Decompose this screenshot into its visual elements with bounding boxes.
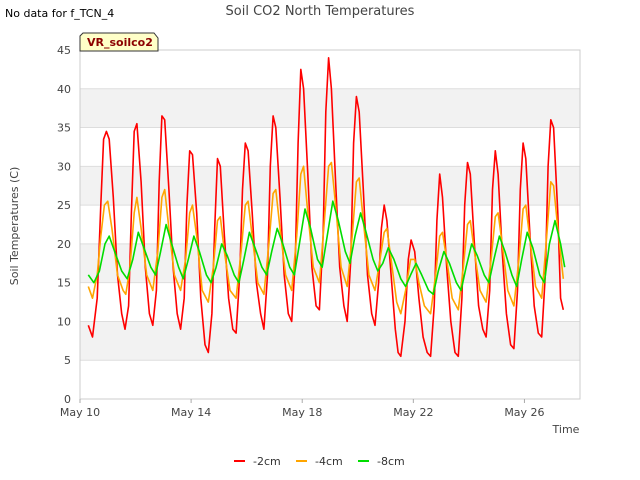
legend-item-label: -8cm <box>377 455 405 468</box>
x-tick-label: May 14 <box>171 406 211 419</box>
no-data-note: No data for f_TCN_4 <box>5 7 115 20</box>
y-axis: 0 5 10 15 20 25 30 35 40 45 <box>57 44 71 406</box>
legend: -2cm -4cm -8cm <box>234 455 405 468</box>
y-tick-label: 5 <box>64 354 71 367</box>
x-tick-label: May 26 <box>504 406 544 419</box>
station-label-box: VR_soilco2 <box>79 32 159 52</box>
station-label-shape <box>79 32 159 52</box>
x-axis-label: Time <box>552 423 580 436</box>
plot-band <box>80 321 580 361</box>
y-tick-label: 20 <box>57 238 71 251</box>
y-axis-label: Soil Temperatures (C) <box>8 167 21 286</box>
y-tick-label: 40 <box>57 83 71 96</box>
plot-band <box>80 166 580 206</box>
y-tick-label: 35 <box>57 122 71 135</box>
y-tick-label: 10 <box>57 315 71 328</box>
legend-item-label: -4cm <box>315 455 343 468</box>
x-tick-label: May 18 <box>282 406 322 419</box>
y-tick-label: 45 <box>57 44 71 57</box>
y-tick-label: 0 <box>64 393 71 406</box>
y-tick-label: 30 <box>57 160 71 173</box>
plot-bands <box>80 88 580 361</box>
series-line-2cm <box>87 57 565 358</box>
series-lines <box>87 57 566 358</box>
plot-band <box>80 88 580 128</box>
y-tick-label: 15 <box>57 277 71 290</box>
series-line-8cm <box>87 200 566 296</box>
x-tick-label: May 10 <box>60 406 100 419</box>
x-axis: May 10 May 14 May 18 May 22 May 26 <box>60 399 545 419</box>
series-line-4cm <box>87 161 565 315</box>
plot-frame <box>79 49 581 400</box>
y-tick-label: 25 <box>57 199 71 212</box>
x-tick-label: May 22 <box>393 406 433 419</box>
chart-title: Soil CO2 North Temperatures <box>226 4 415 19</box>
station-label: VR_soilco2 <box>87 36 153 49</box>
legend-item-label: -2cm <box>253 455 281 468</box>
